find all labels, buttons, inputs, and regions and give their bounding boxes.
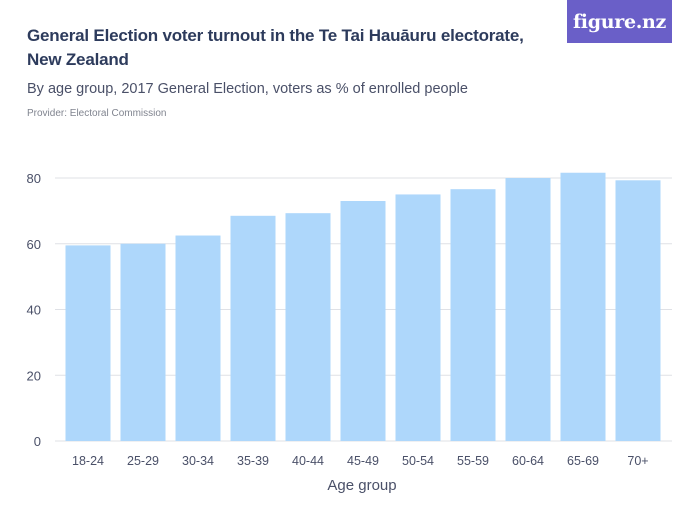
bar-18-24[interactable]	[65, 245, 111, 441]
bar-45-49[interactable]	[340, 201, 386, 441]
x-tick-label: 35-39	[237, 454, 269, 468]
y-axis-ticks: 0 20 40 60 80	[27, 171, 41, 449]
x-tick-label: 55-59	[457, 454, 489, 468]
x-tick-label: 65-69	[567, 454, 599, 468]
y-tick-label: 0	[34, 434, 41, 449]
figure-nz-logo[interactable]: figure.nz	[567, 0, 672, 43]
x-tick-label: 25-29	[127, 454, 159, 468]
bar-70+[interactable]	[615, 180, 661, 441]
bars	[65, 172, 661, 442]
chart-subtitle: By age group, 2017 General Election, vot…	[27, 81, 468, 97]
x-tick-label: 70+	[627, 454, 648, 468]
bar-40-44[interactable]	[285, 213, 331, 441]
y-tick-label: 80	[27, 171, 41, 186]
bar-30-34[interactable]	[175, 235, 221, 441]
x-tick-label: 50-54	[402, 454, 434, 468]
x-axis-ticks: 18-24 25-29 30-34 35-39 40-44 45-49 50-54 55-59…	[72, 454, 649, 468]
bar-50-54[interactable]	[395, 194, 441, 441]
x-tick-label: 40-44	[292, 454, 324, 468]
x-axis-title: Age group	[327, 477, 396, 494]
x-tick-label: 18-24	[72, 454, 104, 468]
x-tick-label: 60-64	[512, 454, 544, 468]
y-tick-label: 40	[27, 303, 41, 318]
x-tick-label: 45-49	[347, 454, 379, 468]
x-tick-label: 30-34	[182, 454, 214, 468]
y-tick-label: 20	[27, 368, 41, 383]
y-tick-label: 60	[27, 237, 41, 252]
bar-65-69[interactable]	[560, 172, 606, 442]
bar-35-39[interactable]	[230, 215, 276, 441]
bar-60-64[interactable]	[505, 178, 551, 441]
chart-title: General Election voter turnout in the Te…	[27, 26, 524, 69]
bar-55-59[interactable]	[450, 189, 496, 441]
provider-credit: Provider: Electoral Commission	[27, 108, 167, 119]
bar-25-29[interactable]	[120, 243, 166, 441]
